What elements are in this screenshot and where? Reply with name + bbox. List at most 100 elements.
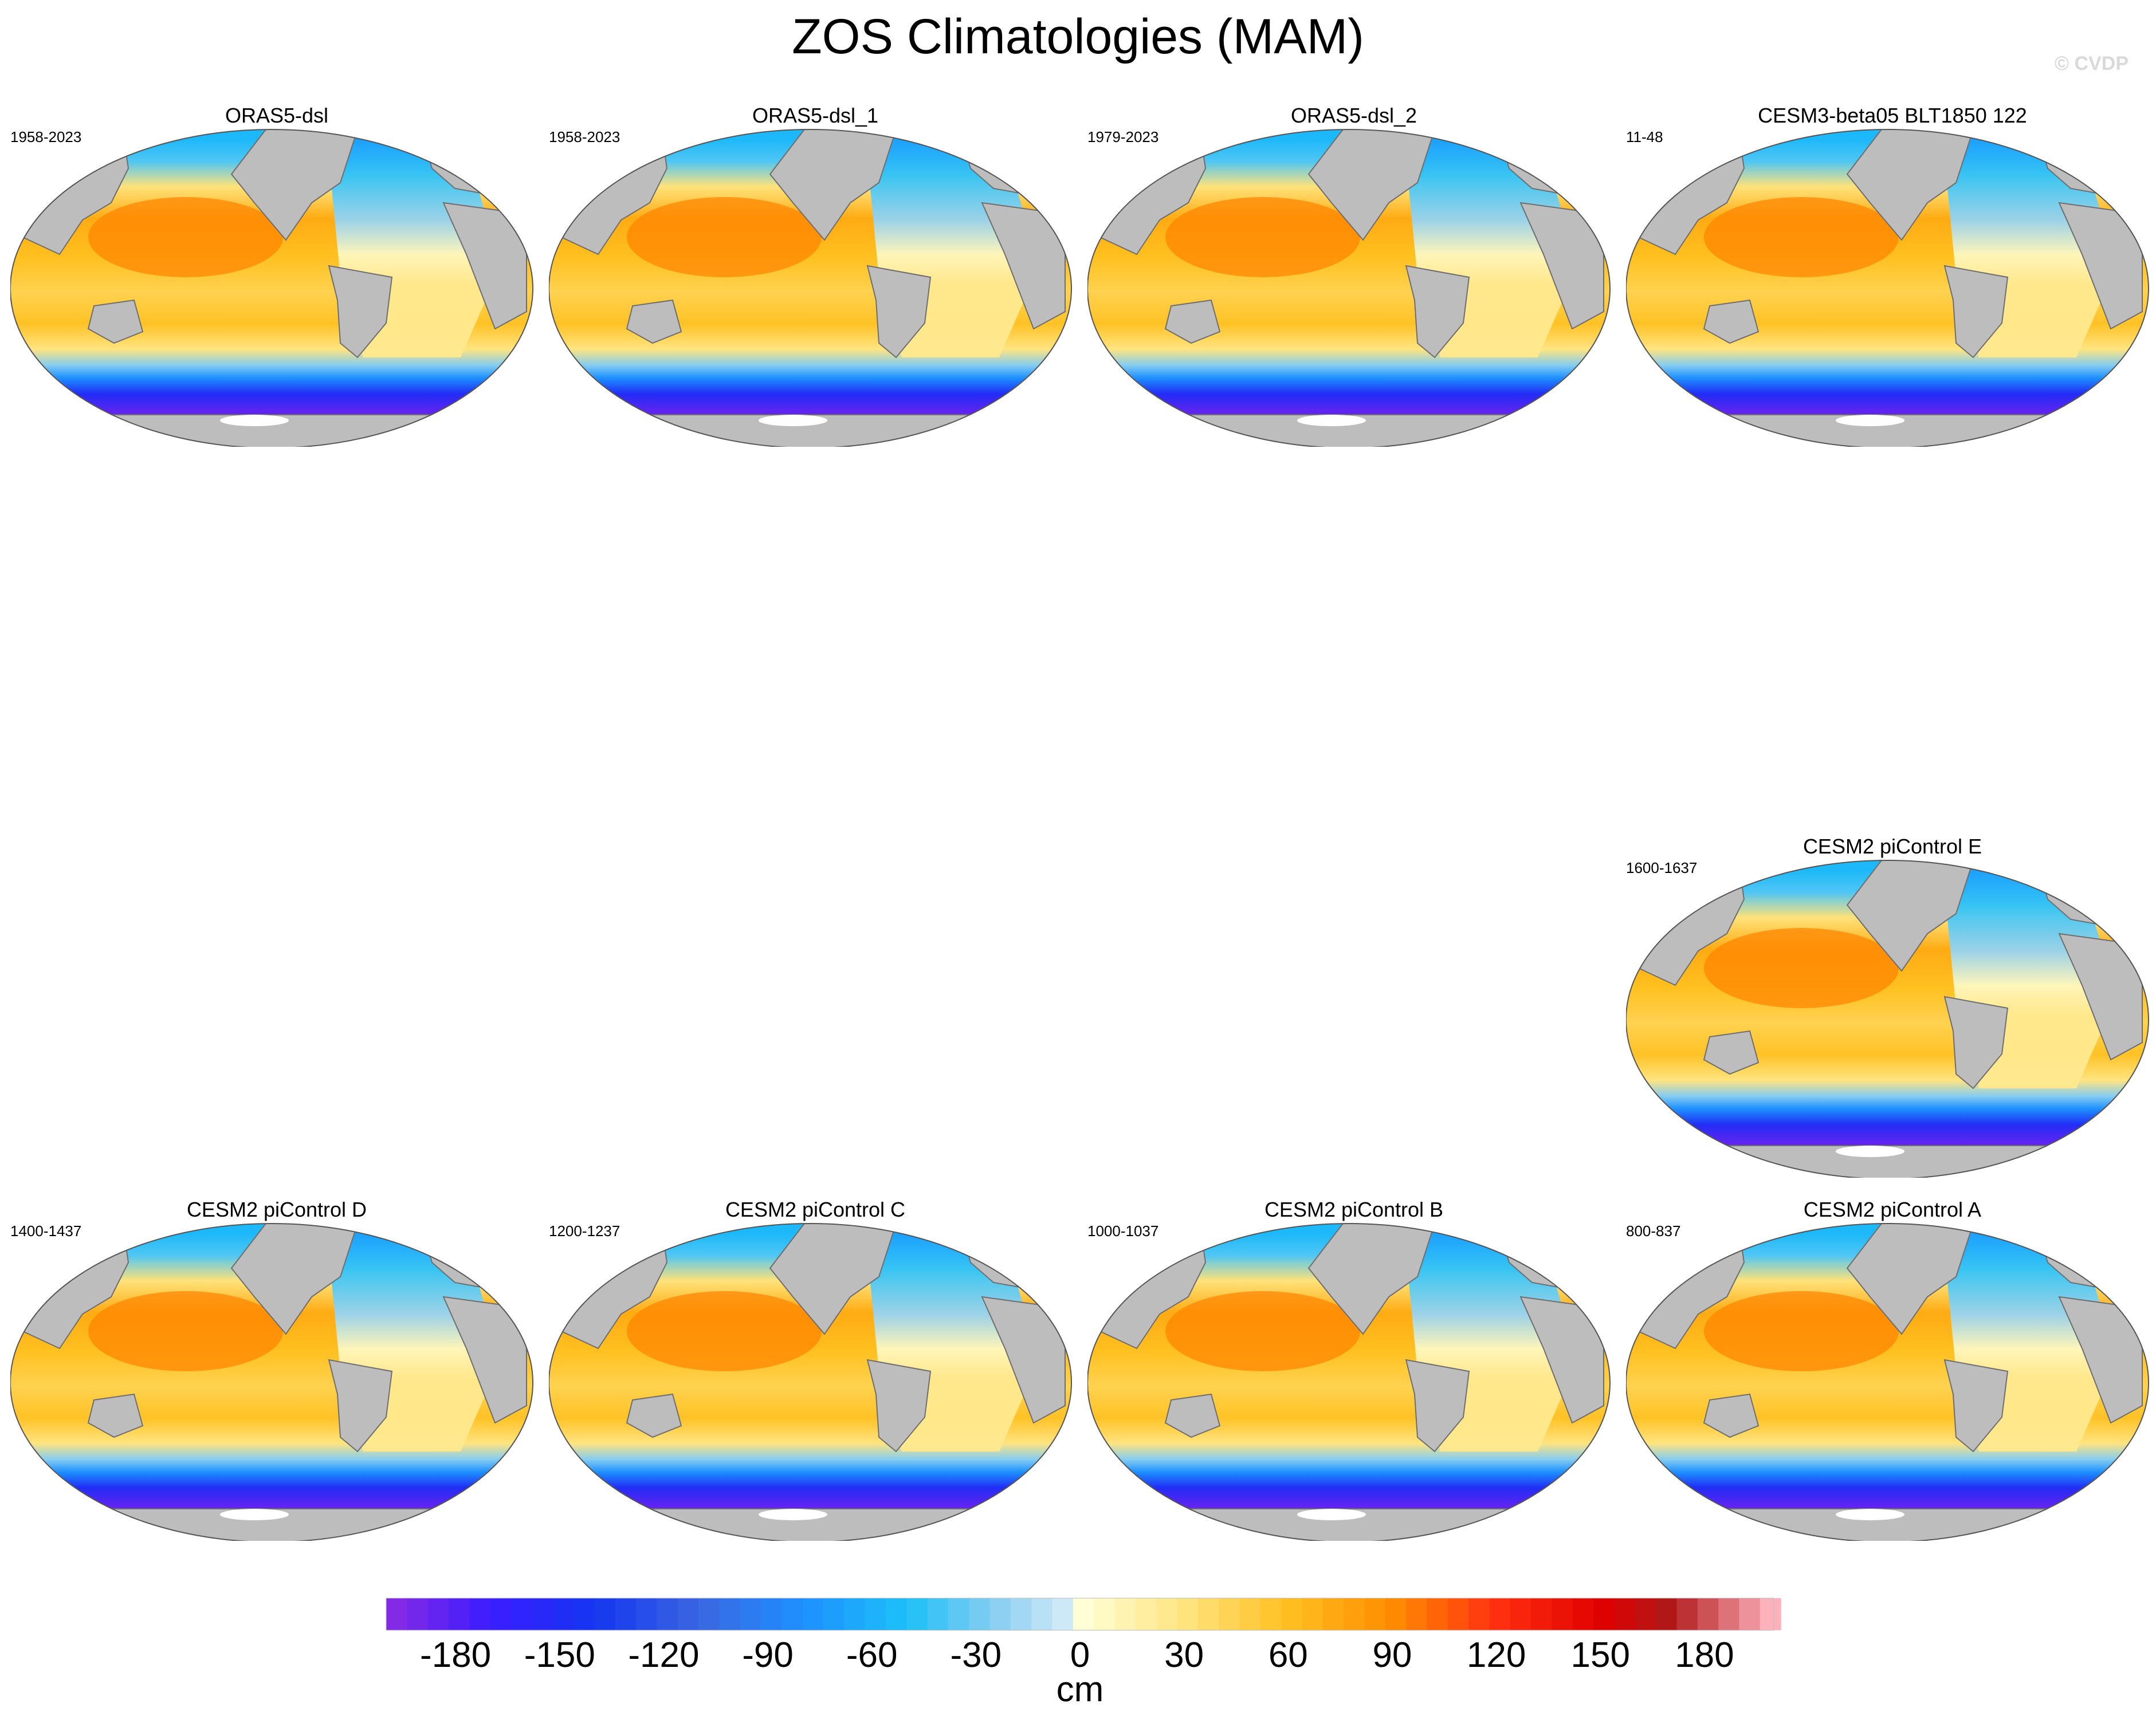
map-border	[10, 1223, 533, 1541]
land-south-america	[866, 265, 932, 359]
map-border	[1626, 1223, 2149, 1541]
panel-title: CESM2 piControl D	[186, 1198, 367, 1221]
map-border	[549, 129, 1072, 447]
colorbar-box	[698, 1598, 720, 1630]
warm-pool	[1704, 1291, 1899, 1371]
land-south-america	[1943, 1359, 2009, 1453]
colorbar-box	[1510, 1598, 1531, 1630]
land-north-america	[769, 1224, 897, 1335]
map-border	[1626, 129, 2149, 447]
zos-map	[1626, 1223, 2149, 1541]
colorbar-box	[532, 1598, 553, 1630]
colorbar-box	[781, 1598, 803, 1630]
land-south-america	[866, 1359, 932, 1453]
colorbar-box	[1135, 1598, 1157, 1630]
colorbar-box	[989, 1598, 1011, 1630]
panel-years: 1200-1237	[549, 1222, 621, 1240]
colorbar-box	[1177, 1598, 1199, 1630]
colorbar-box	[906, 1598, 928, 1630]
colorbar-box	[927, 1598, 949, 1630]
zos-map	[1626, 129, 2149, 447]
colorbar-units-label: cm	[1057, 1670, 1104, 1709]
warm-pool	[1704, 928, 1899, 1008]
colorbar-box	[1156, 1598, 1178, 1630]
colorbar-box	[1197, 1598, 1219, 1630]
map-panel-oras5-dsl-1: ORAS5-dsl_1 1958-2023	[549, 103, 1082, 447]
map-border	[1087, 129, 1611, 447]
land-north-america	[1846, 129, 1974, 241]
colorbar-box	[719, 1598, 741, 1630]
colorbar-box	[802, 1598, 824, 1630]
panel-years: 1958-2023	[10, 128, 82, 145]
colorbar-tick-label: -30	[951, 1635, 1002, 1675]
panel-title: CESM3-beta05 BLT1850 122	[1758, 104, 2027, 127]
colorbar-box	[573, 1598, 595, 1630]
colorbar-box	[448, 1598, 470, 1630]
colorbar-box	[1052, 1598, 1074, 1630]
colorbar-box	[1260, 1598, 1282, 1630]
panel-title: ORAS5-dsl_1	[752, 104, 879, 127]
colorbar-box	[1427, 1598, 1448, 1630]
colorbar-box	[1614, 1598, 1636, 1630]
colorbar-box	[490, 1598, 512, 1630]
colorbar-box	[1635, 1598, 1656, 1630]
colorbar-box	[1531, 1598, 1553, 1630]
colorbar-box	[1656, 1598, 1678, 1630]
colorbar-box	[1031, 1598, 1053, 1630]
panel-title: CESM2 piControl E	[1802, 835, 1982, 858]
ice-shelf	[1297, 1509, 1366, 1520]
map-border	[1626, 860, 2149, 1178]
warm-pool	[627, 1291, 822, 1371]
colorbar-box	[1447, 1598, 1469, 1630]
zos-map	[1087, 1223, 1611, 1541]
colorbar-tick-label: -60	[846, 1635, 898, 1675]
land-south-america	[1943, 996, 2009, 1089]
map-panel-oras5-dsl-2: ORAS5-dsl_2 1979-2023	[1087, 103, 1620, 447]
land-north-america	[230, 1224, 359, 1335]
panel-years: 1000-1037	[1087, 1222, 1159, 1240]
zos-map	[1087, 129, 1611, 447]
ice-shelf	[1297, 415, 1366, 426]
warm-pool	[88, 1291, 283, 1371]
colorbar-tick-label: 60	[1269, 1635, 1308, 1675]
land-north-america	[1846, 1224, 1974, 1335]
colorbar-box	[885, 1598, 907, 1630]
colorbar-box	[1239, 1598, 1261, 1630]
map-border	[549, 1223, 1072, 1541]
map-border	[1087, 1223, 1611, 1541]
colorbar-box	[1552, 1598, 1573, 1630]
colorbar-box	[657, 1598, 678, 1630]
ice-shelf	[759, 415, 827, 426]
panel-years: 1600-1637	[1626, 859, 1698, 876]
land-north-america	[1307, 1224, 1436, 1335]
land-australia	[626, 1393, 682, 1438]
colorbar-box	[1010, 1598, 1032, 1630]
zos-map	[1626, 860, 2149, 1178]
ice-shelf	[1836, 415, 1904, 426]
colorbar-box	[1322, 1598, 1344, 1630]
colorbar-box	[740, 1598, 761, 1630]
colorbar-tick-label: -90	[742, 1635, 794, 1675]
land-australia	[87, 1393, 144, 1438]
colorbar-tick-label: -180	[420, 1635, 491, 1675]
land-australia	[1164, 299, 1221, 344]
map-panel-cesm2-picontrol-e: CESM2 piControl E 1600-1637	[1626, 834, 2156, 1178]
map-panel-cesm2-picontrol-a: CESM2 piControl A 800-837	[1626, 1197, 2156, 1541]
land-north-america	[1846, 860, 1974, 972]
colorbar-box	[823, 1598, 845, 1630]
colorbar-box	[386, 1598, 407, 1630]
warm-pool	[1165, 197, 1360, 277]
warm-pool	[1704, 197, 1899, 277]
land-australia	[1164, 1393, 1221, 1438]
colorbar-box	[1406, 1598, 1428, 1630]
ice-shelf	[220, 1509, 289, 1520]
colorbar-box	[407, 1598, 429, 1630]
colorbar-box	[1697, 1598, 1719, 1630]
land-north-america	[230, 129, 359, 241]
colorbar-box	[1739, 1598, 1761, 1630]
land-south-america	[328, 1359, 393, 1453]
colorbar-box	[760, 1598, 782, 1630]
colorbar-box	[635, 1598, 657, 1630]
colorbar-box	[1718, 1598, 1740, 1630]
panel-years: 11-48	[1626, 128, 1663, 145]
